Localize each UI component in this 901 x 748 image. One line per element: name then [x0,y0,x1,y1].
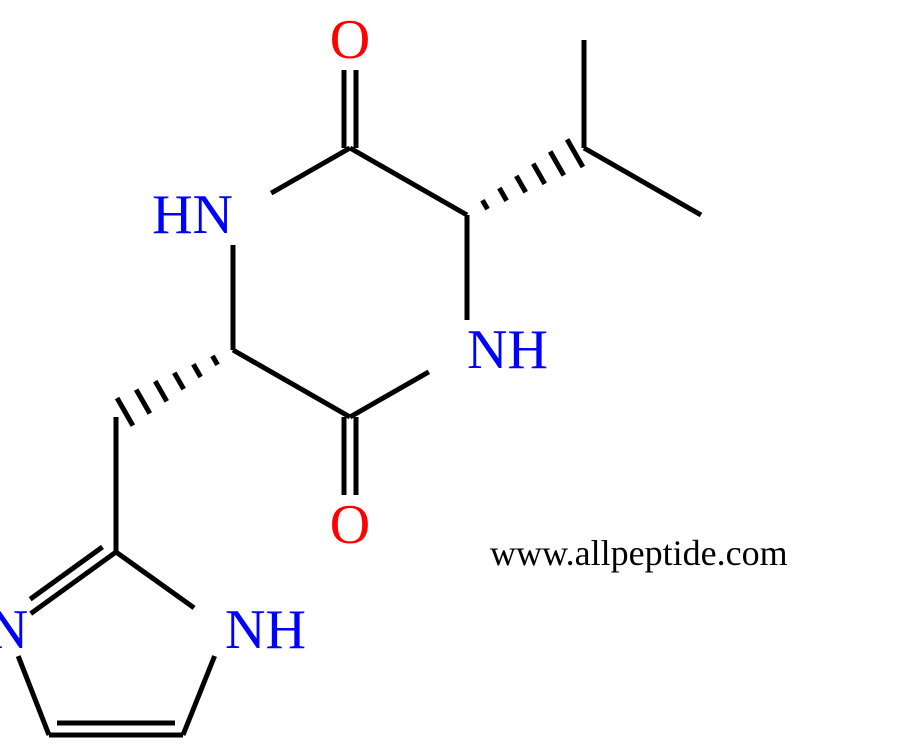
svg-text:O: O [330,9,370,71]
svg-text:O: O [330,494,370,556]
svg-text:N: N [0,599,28,661]
svg-text:www.allpeptide.com: www.allpeptide.com [490,533,788,573]
svg-text:HN: HN [152,184,233,246]
svg-text:NH: NH [225,599,306,661]
svg-text:NH: NH [467,319,548,381]
